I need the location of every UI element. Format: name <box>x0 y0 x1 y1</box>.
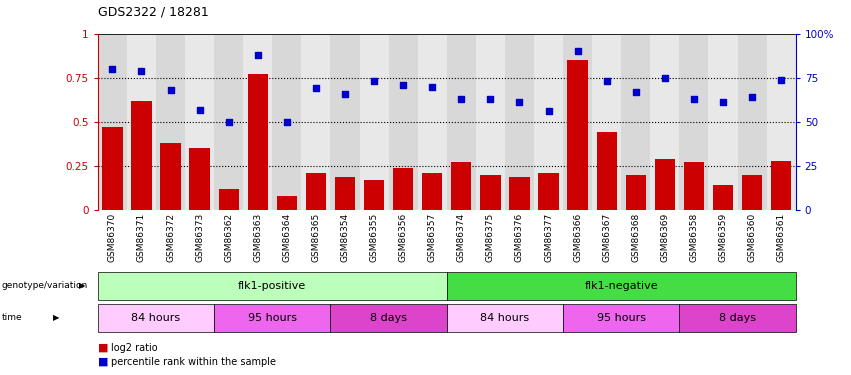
Point <box>222 119 236 125</box>
Bar <box>650 34 679 210</box>
Bar <box>563 34 592 210</box>
Bar <box>509 177 529 210</box>
Point <box>106 66 119 72</box>
Bar <box>330 34 359 210</box>
Bar <box>476 34 505 210</box>
Point <box>251 52 265 58</box>
Bar <box>389 34 418 210</box>
Bar <box>277 196 297 210</box>
Text: ▶: ▶ <box>53 314 60 322</box>
Text: log2 ratio: log2 ratio <box>111 343 158 353</box>
Bar <box>505 34 534 210</box>
Bar <box>102 127 123 210</box>
Point <box>745 94 759 100</box>
Bar <box>393 168 414 210</box>
Bar <box>625 175 646 210</box>
Bar <box>272 34 301 210</box>
Point <box>600 78 614 84</box>
Text: 95 hours: 95 hours <box>597 313 646 323</box>
Point <box>542 108 556 114</box>
Bar <box>621 34 650 210</box>
Point <box>134 68 148 74</box>
Point <box>397 82 410 88</box>
Text: time: time <box>2 314 22 322</box>
Text: flk1-negative: flk1-negative <box>585 281 658 291</box>
Bar <box>98 34 127 210</box>
Bar <box>131 101 151 210</box>
Text: 84 hours: 84 hours <box>480 313 529 323</box>
Text: ▶: ▶ <box>79 281 86 290</box>
Bar <box>713 185 734 210</box>
Bar <box>480 175 500 210</box>
Bar <box>568 60 588 210</box>
Bar <box>301 34 330 210</box>
Bar <box>127 34 156 210</box>
Bar <box>709 34 738 210</box>
Text: percentile rank within the sample: percentile rank within the sample <box>111 357 277 367</box>
Bar <box>738 34 767 210</box>
Point <box>163 87 177 93</box>
Bar <box>364 180 385 210</box>
Bar <box>306 173 326 210</box>
Text: ■: ■ <box>98 357 108 367</box>
Bar <box>186 34 214 210</box>
Bar <box>219 189 239 210</box>
Text: genotype/variation: genotype/variation <box>2 281 88 290</box>
Bar <box>359 34 389 210</box>
Bar <box>597 132 617 210</box>
Bar <box>248 74 268 210</box>
Point <box>512 99 526 105</box>
Bar <box>160 143 180 210</box>
Text: 8 days: 8 days <box>719 313 756 323</box>
Point <box>193 106 207 112</box>
Bar <box>422 173 443 210</box>
Bar <box>214 34 243 210</box>
Point <box>368 78 381 84</box>
Bar <box>679 34 708 210</box>
Point <box>280 119 294 125</box>
Point <box>338 91 351 97</box>
Bar <box>447 34 476 210</box>
Text: GDS2322 / 18281: GDS2322 / 18281 <box>98 6 208 19</box>
Bar <box>771 160 791 210</box>
Point <box>454 96 468 102</box>
Point <box>426 84 439 90</box>
Text: ■: ■ <box>98 343 108 353</box>
Point <box>483 96 497 102</box>
Bar <box>592 34 621 210</box>
Bar <box>742 175 762 210</box>
Point <box>571 48 585 54</box>
Bar <box>190 148 210 210</box>
Bar <box>451 162 471 210</box>
Text: 8 days: 8 days <box>370 313 407 323</box>
Point <box>717 99 730 105</box>
Bar <box>534 34 563 210</box>
Point <box>658 75 671 81</box>
Bar <box>243 34 272 210</box>
Text: 84 hours: 84 hours <box>131 313 180 323</box>
Bar <box>334 177 355 210</box>
Bar <box>418 34 447 210</box>
Text: 95 hours: 95 hours <box>248 313 297 323</box>
Bar <box>767 34 796 210</box>
Text: flk1-positive: flk1-positive <box>238 281 306 291</box>
Bar <box>654 159 675 210</box>
Point <box>774 76 788 82</box>
Bar <box>156 34 186 210</box>
Bar <box>539 173 559 210</box>
Point <box>309 86 323 92</box>
Bar <box>683 162 704 210</box>
Point <box>687 96 700 102</box>
Point <box>629 89 643 95</box>
